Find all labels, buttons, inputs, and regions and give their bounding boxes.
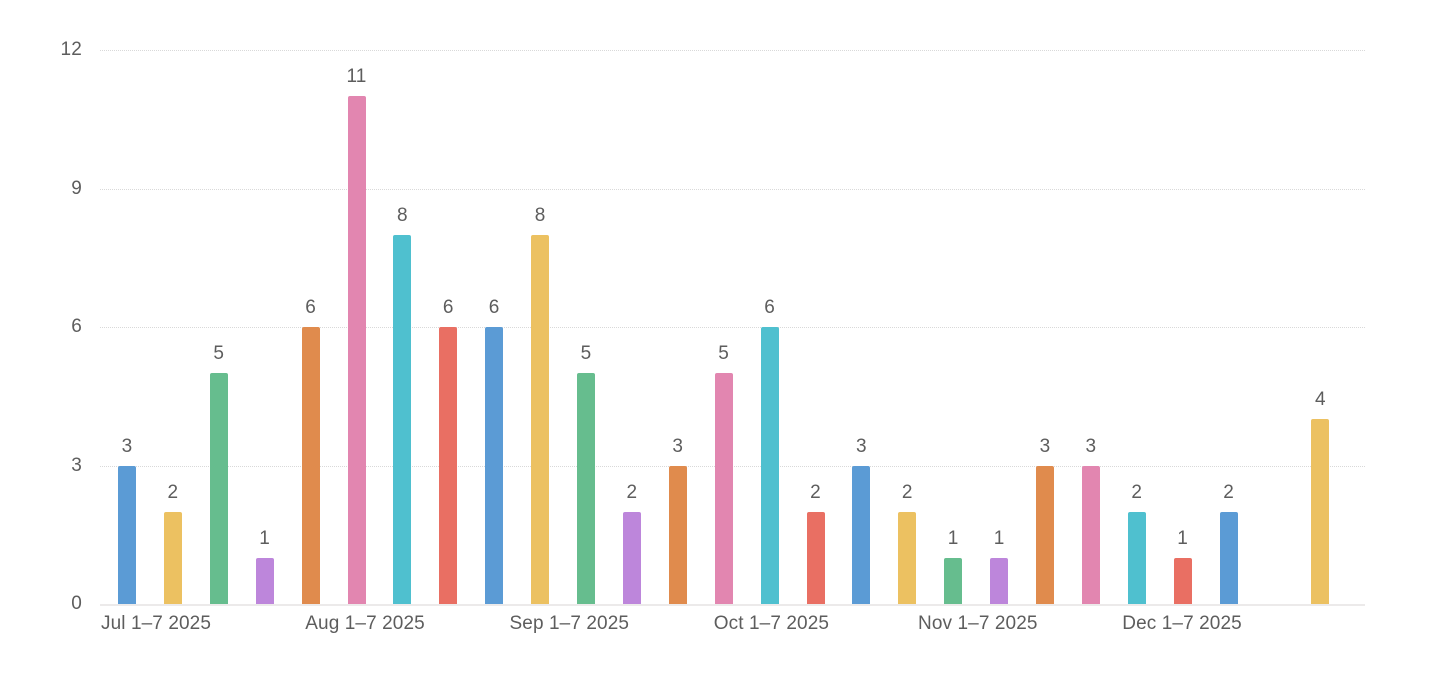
x-axis-tick-label: Nov 1–7 2025 (918, 613, 1038, 634)
bar[interactable] (577, 373, 595, 604)
bar-value-label: 3 (672, 435, 684, 457)
bar-value-label: 2 (810, 481, 821, 503)
bar-value-label: 2 (626, 481, 638, 503)
bar-value-label: 6 (305, 297, 316, 318)
bar[interactable] (760, 327, 779, 604)
bar-value-label: 5 (213, 343, 225, 365)
bar[interactable] (118, 465, 136, 604)
bar-value-label: 3 (856, 435, 867, 457)
bar[interactable] (347, 96, 366, 604)
bar-value-label: 6 (488, 297, 500, 318)
bar[interactable] (898, 511, 917, 604)
bar[interactable] (531, 234, 550, 604)
bar[interactable] (1127, 511, 1146, 604)
y-axis-tick-label: 3 (71, 454, 82, 476)
bar-value-label: 1 (259, 527, 271, 549)
bar-value-label: 5 (580, 343, 592, 365)
bar[interactable] (301, 327, 320, 604)
bar[interactable] (990, 557, 1009, 604)
bar-value-label: 4 (1315, 389, 1326, 411)
bar-value-label: 3 (121, 435, 133, 457)
bar[interactable] (163, 511, 182, 604)
bar-value-label: 2 (1223, 481, 1234, 503)
axis-baseline (100, 604, 1365, 606)
bar[interactable] (852, 465, 871, 604)
y-axis-tick-label: 6 (71, 316, 82, 337)
bar-value-label: 2 (167, 481, 179, 503)
bar-value-label: 6 (764, 297, 775, 318)
bar[interactable] (806, 511, 825, 604)
bar[interactable] (944, 557, 963, 604)
bar-value-label: 6 (442, 297, 454, 318)
gridline (100, 50, 1365, 51)
x-axis-tick-label: Sep 1–7 2025 (509, 613, 630, 634)
bar[interactable] (255, 557, 274, 604)
bar-value-label: 8 (397, 204, 408, 226)
y-axis-tick-label: 9 (71, 177, 82, 199)
y-axis-tick-label: 12 (60, 39, 82, 60)
bar[interactable] (714, 373, 733, 604)
bar-value-label: 8 (534, 204, 546, 226)
x-axis-tick-label: Aug 1–7 2025 (305, 613, 425, 634)
bar-value-label: 3 (1085, 435, 1097, 457)
bar-value-label: 2 (901, 481, 913, 503)
bar[interactable] (439, 327, 458, 604)
bar-value-label: 1 (1177, 527, 1189, 549)
bar-value-label: 11 (346, 66, 367, 88)
bar[interactable] (1081, 465, 1100, 604)
bar[interactable] (209, 373, 228, 604)
bar[interactable] (622, 511, 641, 604)
bar[interactable] (1311, 419, 1330, 604)
bar-value-label: 5 (718, 343, 730, 365)
bar[interactable] (1219, 511, 1238, 604)
bar-value-label: 2 (1131, 481, 1143, 503)
plot-area: 3 2 5 1 6 11 8 6 6 8 5 2 3 5 6 2 3 2 1 1 3 3 2 1 2 4 (100, 50, 1365, 606)
gridline (100, 188, 1365, 190)
bar[interactable] (1173, 557, 1192, 604)
x-axis-tick-label: Jul 1–7 2025 (101, 613, 212, 634)
bar[interactable] (485, 327, 504, 604)
bar[interactable] (668, 465, 687, 604)
y-axis-tick-label: 0 (71, 593, 82, 614)
bar-value-label: 1 (947, 527, 959, 549)
x-axis-tick-label: Oct 1–7 2025 (713, 613, 830, 634)
bar[interactable] (393, 234, 412, 604)
bar-value-label: 1 (993, 527, 1005, 549)
x-axis-tick-label: Dec 1–7 2025 (1122, 613, 1242, 634)
gridline (100, 327, 1365, 328)
bar[interactable] (1036, 465, 1054, 604)
bar-value-label: 3 (1039, 435, 1051, 457)
